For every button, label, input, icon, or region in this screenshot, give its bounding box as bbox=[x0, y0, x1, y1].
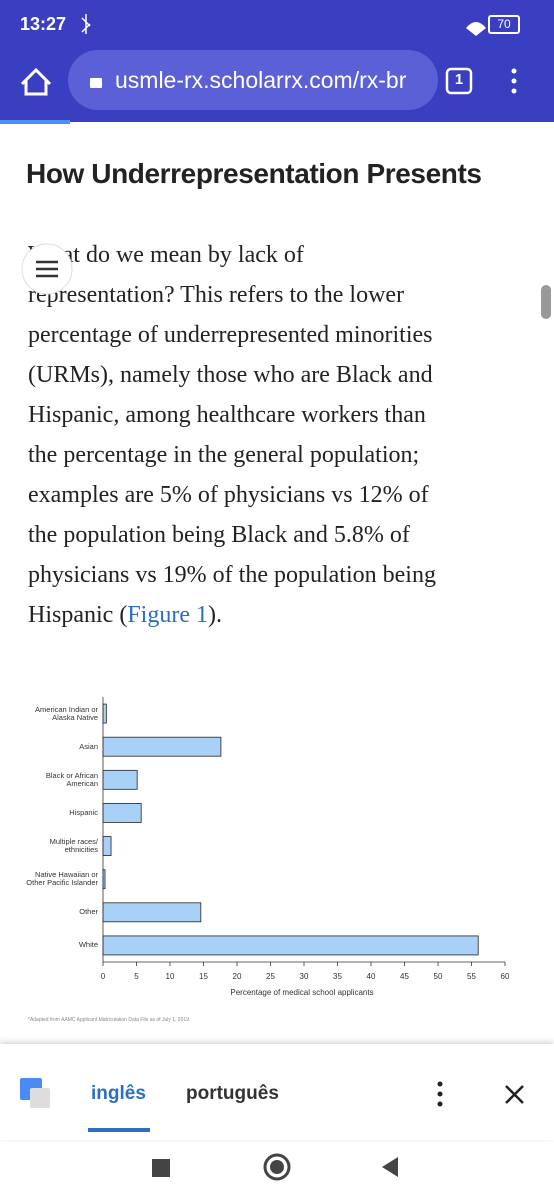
paragraph-line: Hispanic, among healthcare workers than bbox=[28, 402, 426, 428]
toc-button[interactable] bbox=[20, 242, 76, 298]
category-label: Asian bbox=[79, 741, 98, 751]
x-tick-label: 35 bbox=[333, 972, 342, 981]
progress-bar bbox=[0, 120, 70, 124]
bar bbox=[102, 902, 202, 923]
url[interactable]: usmle-rx.scholarrx.com/rx-br bbox=[115, 67, 407, 93]
tab-count[interactable]: 1 bbox=[454, 71, 464, 88]
x-tick-label: 50 bbox=[434, 972, 443, 981]
paragraph-line: physicians vs 19% of the population bein… bbox=[28, 562, 436, 588]
x-tick-label: 20 bbox=[233, 972, 242, 981]
x-tick-label: 40 bbox=[367, 972, 376, 981]
x-tick-label: 55 bbox=[467, 972, 476, 981]
category-label: Native Hawaiian or Other Pacific Islande… bbox=[26, 870, 98, 888]
back-button[interactable] bbox=[382, 1157, 398, 1177]
bar bbox=[102, 935, 479, 956]
home-button[interactable] bbox=[20, 67, 52, 96]
category-label: White bbox=[78, 940, 98, 950]
wifi-icon bbox=[466, 22, 486, 36]
x-axis-label: Percentage of medical school applicants bbox=[230, 988, 374, 997]
translate-icons bbox=[20, 1078, 524, 1181]
battery: 70 bbox=[488, 15, 520, 34]
x-tick-label: 25 bbox=[266, 972, 275, 981]
category-label: Black or African American bbox=[45, 770, 98, 788]
home-nav-button[interactable] bbox=[263, 1153, 291, 1181]
x-tick-label: 60 bbox=[501, 972, 510, 981]
bar bbox=[102, 803, 142, 823]
category-label: Hispanic bbox=[69, 807, 98, 817]
category-label: Multiple races/ ethnicities bbox=[49, 837, 98, 855]
paragraph-line: representation? This refers to the lower bbox=[28, 282, 405, 308]
mute-icon bbox=[81, 14, 91, 34]
source-language[interactable]: inglês bbox=[91, 1083, 146, 1104]
category-label: Other bbox=[79, 907, 98, 917]
paragraph-line: Hispanic (Figure 1). bbox=[28, 602, 222, 629]
tab-indicator bbox=[88, 1128, 150, 1132]
footnote: *Adapted from AAMC Applicant Matriculati… bbox=[28, 1017, 191, 1023]
x-tick-label: 5 bbox=[134, 972, 139, 981]
category-label: American Indian or Alaska Native bbox=[35, 704, 98, 722]
paragraph-line: (URMs), namely those who are Black and bbox=[28, 362, 433, 388]
lock-icon bbox=[90, 78, 102, 88]
paragraph-line: What do we mean by lack of bbox=[28, 242, 304, 268]
bar bbox=[102, 836, 112, 856]
scrollbar bbox=[541, 285, 551, 319]
figure-link[interactable]: Figure 1 bbox=[127, 602, 208, 628]
translate-bar bbox=[0, 1044, 554, 1140]
tab-switcher[interactable] bbox=[445, 67, 473, 95]
target-language[interactable]: português bbox=[186, 1083, 279, 1104]
bar bbox=[102, 703, 107, 724]
heading: How Underrepresentation Presents bbox=[26, 158, 482, 189]
paragraph-line: the percentage in the general population… bbox=[28, 442, 420, 468]
clock: 13:27 bbox=[20, 14, 67, 34]
x-tick-label: 15 bbox=[199, 972, 208, 981]
x-tick-label: 0 bbox=[101, 972, 106, 981]
bar bbox=[102, 736, 222, 757]
close-button[interactable] bbox=[505, 1085, 524, 1104]
paragraph-line: percentage of underrepresented minoritie… bbox=[28, 322, 433, 348]
browser-icons bbox=[0, 14, 517, 124]
bar bbox=[102, 769, 138, 790]
recents-button[interactable] bbox=[152, 1159, 170, 1177]
paragraph-line: examples are 5% of physicians vs 12% of bbox=[28, 482, 429, 508]
chart: 0 5 10 15 20 25 30 35 40 45 50 55 60 bbox=[101, 697, 510, 981]
x-tick-label: 45 bbox=[400, 972, 409, 981]
paragraph-line: the population being Black and 5.8% of bbox=[28, 522, 410, 548]
address-bar[interactable] bbox=[68, 50, 438, 110]
text: ). bbox=[207, 602, 222, 628]
x-tick-label: 30 bbox=[300, 972, 309, 981]
x-tick-label: 10 bbox=[166, 972, 175, 981]
text: Hispanic ( bbox=[28, 602, 128, 628]
